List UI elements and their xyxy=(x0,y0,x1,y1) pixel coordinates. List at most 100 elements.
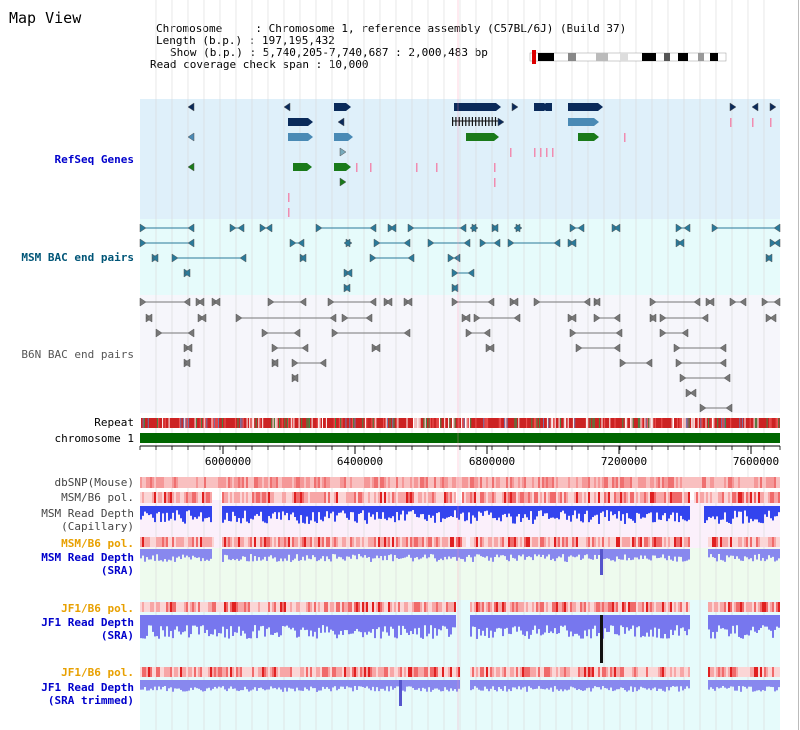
refseq-gene[interactable] xyxy=(578,133,599,141)
refseq-gene[interactable] xyxy=(288,133,313,141)
label-msm-read-depth-sra[interactable]: MSM Read Depth (SRA) xyxy=(41,551,134,577)
b6n-bac-pair[interactable] xyxy=(761,297,781,307)
b6n-bac-pair[interactable] xyxy=(729,297,747,307)
b6n-bac-pair[interactable] xyxy=(509,297,519,307)
b6n-bac-pair[interactable] xyxy=(371,343,381,353)
msm-bac-pair[interactable] xyxy=(343,283,351,293)
b6n-bac-pair[interactable] xyxy=(649,313,657,323)
msm-bac-pair[interactable] xyxy=(507,238,561,248)
msm-bac-pair[interactable] xyxy=(373,238,411,248)
b6n-bac-pair[interactable] xyxy=(705,297,715,307)
msm-bac-pair[interactable] xyxy=(675,238,685,248)
b6n-bac-pair[interactable] xyxy=(211,297,221,307)
b6n-bac-pair[interactable] xyxy=(593,297,601,307)
refseq-gene[interactable] xyxy=(541,103,552,111)
b6n-bac-pair[interactable] xyxy=(575,343,621,353)
label-jf1-b6-pol-2[interactable]: JF1/B6 pol. xyxy=(61,666,134,679)
b6n-bac-pair[interactable] xyxy=(465,328,491,338)
b6n-bac-pair[interactable] xyxy=(649,297,701,307)
msm-bac-pair[interactable] xyxy=(569,223,585,233)
label-msm-read-depth-capillary[interactable]: MSM Read Depth (Capillary) xyxy=(41,507,134,533)
msm-bac-pair[interactable] xyxy=(315,223,377,233)
refseq-gene[interactable] xyxy=(334,133,353,141)
b6n-bac-pair[interactable] xyxy=(765,313,777,323)
refseq-gene[interactable] xyxy=(293,163,312,171)
label-refseq-genes[interactable]: RefSeq Genes xyxy=(54,153,134,166)
b6n-bac-pair[interactable] xyxy=(451,297,495,307)
b6n-bac-pair[interactable] xyxy=(267,297,307,307)
b6n-bac-pair[interactable] xyxy=(235,313,337,323)
msm-bac-pair[interactable] xyxy=(299,253,307,263)
b6n-bac-pair[interactable] xyxy=(139,297,191,307)
b6n-bac-pair[interactable] xyxy=(383,297,393,307)
b6n-bac-pair[interactable] xyxy=(197,313,207,323)
b6n-bac-pair[interactable] xyxy=(619,358,653,368)
msm-bac-pair[interactable] xyxy=(611,223,621,233)
b6n-bac-pair[interactable] xyxy=(685,388,697,398)
msm-bac-pair[interactable] xyxy=(675,223,691,233)
label-jf1-read-depth-trimmed[interactable]: JF1 Read Depth (SRA trimmed) xyxy=(41,681,134,707)
b6n-bac-pair[interactable] xyxy=(183,343,193,353)
label-jf1-read-depth-sra[interactable]: JF1 Read Depth (SRA) xyxy=(41,616,134,642)
b6n-bac-pair[interactable] xyxy=(145,313,153,323)
msm-bac-pair[interactable] xyxy=(139,238,195,248)
b6n-bac-pair[interactable] xyxy=(675,358,727,368)
msm-bac-pair[interactable] xyxy=(151,253,159,263)
b6n-bac-pair[interactable] xyxy=(679,373,731,383)
b6n-bac-pair[interactable] xyxy=(593,313,621,323)
b6n-bac-pair[interactable] xyxy=(183,358,191,368)
msm-bac-pair[interactable] xyxy=(343,268,353,278)
msm-bac-pair[interactable] xyxy=(289,238,305,248)
b6n-bac-pair[interactable] xyxy=(673,343,727,353)
label-jf1-b6-pol-1[interactable]: JF1/B6 pol. xyxy=(61,602,134,615)
b6n-bac-pair[interactable] xyxy=(567,313,577,323)
msm-bac-pair[interactable] xyxy=(139,223,195,233)
b6n-bac-pair[interactable] xyxy=(155,328,195,338)
msm-bac-pair[interactable] xyxy=(183,268,191,278)
label-msm-b6-pol-1[interactable]: MSM/B6 pol. xyxy=(61,491,134,504)
b6n-bac-pair[interactable] xyxy=(271,343,309,353)
msm-bac-pair[interactable] xyxy=(387,223,397,233)
refseq-gene[interactable] xyxy=(288,118,313,126)
b6n-bac-pair[interactable] xyxy=(659,328,689,338)
msm-bac-pair[interactable] xyxy=(479,238,501,248)
refseq-gene[interactable] xyxy=(466,133,499,141)
msm-bac-pair[interactable] xyxy=(469,223,479,233)
msm-bac-pair[interactable] xyxy=(259,223,273,233)
msm-bac-pair[interactable] xyxy=(769,238,781,248)
b6n-bac-pair[interactable] xyxy=(403,297,413,307)
b6n-bac-pair[interactable] xyxy=(195,297,205,307)
refseq-gene[interactable] xyxy=(568,118,599,126)
msm-bac-pair[interactable] xyxy=(229,223,245,233)
b6n-bac-pair[interactable] xyxy=(291,358,327,368)
b6n-bac-pair[interactable] xyxy=(331,328,411,338)
refseq-gene[interactable] xyxy=(454,103,501,111)
refseq-gene[interactable] xyxy=(568,103,603,111)
label-dbsnp[interactable]: dbSNP(Mouse) xyxy=(54,476,134,489)
msm-bac-pair[interactable] xyxy=(369,253,415,263)
b6n-bac-pair[interactable] xyxy=(291,373,299,383)
chromosome-ideogram[interactable] xyxy=(529,50,727,64)
label-msm-b6-pol-2[interactable]: MSM/B6 pol. xyxy=(61,537,134,550)
msm-bac-pair[interactable] xyxy=(513,223,523,233)
b6n-bac-pair[interactable] xyxy=(341,313,373,323)
b6n-bac-pair[interactable] xyxy=(261,328,301,338)
b6n-bac-pair[interactable] xyxy=(473,313,521,323)
msm-bac-pair[interactable] xyxy=(343,238,353,248)
msm-bac-pair[interactable] xyxy=(491,223,499,233)
refseq-gene[interactable] xyxy=(334,103,351,111)
b6n-bac-pair[interactable] xyxy=(699,403,733,413)
label-msm-bac[interactable]: MSM BAC end pairs xyxy=(21,251,134,264)
label-b6n-bac[interactable]: B6N BAC end pairs xyxy=(21,348,134,361)
msm-bac-pair[interactable] xyxy=(451,268,475,278)
b6n-bac-pair[interactable] xyxy=(271,358,279,368)
b6n-bac-pair[interactable] xyxy=(461,313,471,323)
b6n-bac-pair[interactable] xyxy=(659,313,709,323)
b6n-bac-pair[interactable] xyxy=(569,328,623,338)
msm-bac-pair[interactable] xyxy=(765,253,773,263)
b6n-bac-pair[interactable] xyxy=(533,297,591,307)
b6n-bac-pair[interactable] xyxy=(327,297,377,307)
msm-bac-pair[interactable] xyxy=(711,223,781,233)
b6n-bac-pair[interactable] xyxy=(485,343,495,353)
